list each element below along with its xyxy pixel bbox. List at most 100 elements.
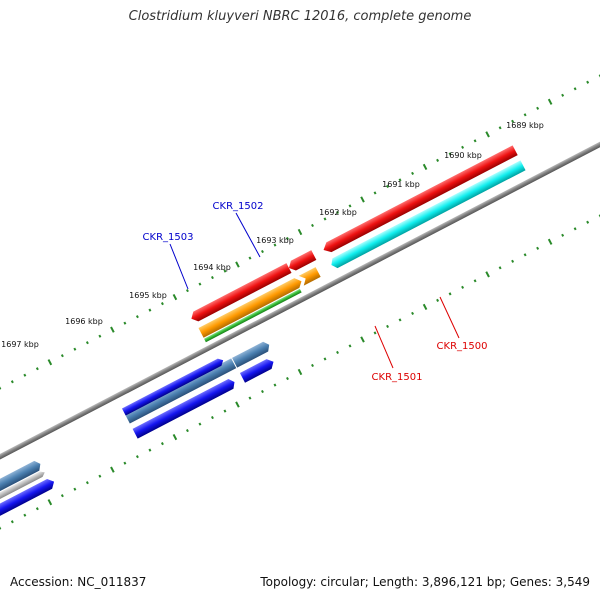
gene-ckr-1500-orange[interactable] — [298, 267, 321, 286]
outer-ruler-minor-tick — [573, 87, 577, 91]
outer-ruler-major-tick — [297, 228, 303, 236]
inner-ruler-minor-tick — [461, 285, 465, 289]
outer-ruler-major-tick — [485, 131, 490, 138]
outer-ruler — [0, 74, 600, 390]
inner-ruler-minor-tick — [573, 227, 577, 231]
outer-ruler-minor-tick — [148, 308, 152, 312]
inner-ruler-major-tick — [47, 499, 53, 506]
gene-ckr-1502-steel[interactable] — [232, 340, 272, 368]
gene-ckr-1500-red[interactable] — [286, 250, 317, 273]
gene-label-ckr-1501: CKR_1501 — [372, 372, 423, 383]
outer-ruler-minor-tick — [523, 113, 527, 117]
genome-summary-text: Topology: circular; Length: 3,896,121 bp… — [260, 575, 590, 589]
inner-ruler-minor-tick — [261, 389, 264, 394]
gene-ckr-1501-green[interactable] — [204, 288, 302, 343]
tick-label-1693: 1693 kbp — [256, 236, 294, 245]
inner-ruler-minor-tick — [135, 455, 139, 459]
inner-ruler-minor-tick — [448, 292, 452, 296]
gene-cyan-right[interactable] — [329, 160, 526, 269]
inner-ruler-minor-tick — [60, 494, 64, 498]
outer-ruler-minor-tick — [23, 373, 27, 377]
genome-track — [0, 113, 600, 537]
inner-ruler-minor-tick — [210, 416, 214, 420]
inner-ruler-major-tick — [547, 238, 553, 245]
outer-ruler-minor-tick — [461, 145, 465, 149]
gene-ckr-1502-blue[interactable] — [239, 357, 276, 383]
outer-ruler-minor-tick — [348, 204, 352, 208]
leader-ckr-1501 — [374, 325, 394, 369]
outer-ruler-major-tick — [110, 326, 115, 333]
inner-ruler-minor-tick — [85, 481, 89, 485]
inner-ruler-minor-tick — [511, 259, 515, 263]
outer-ruler-major-tick — [235, 261, 240, 268]
gene-left-blue[interactable] — [0, 477, 57, 537]
inner-ruler-minor-tick — [311, 363, 314, 368]
inner-ruler-minor-tick — [185, 429, 189, 433]
gene-ckr-1501-orange[interactable] — [198, 276, 303, 338]
outer-ruler-minor-tick — [198, 282, 202, 286]
inner-ruler-major-tick — [360, 336, 365, 343]
outer-ruler-minor-tick — [248, 256, 252, 260]
outer-ruler-minor-tick — [473, 139, 477, 143]
inner-ruler-minor-tick — [160, 442, 164, 446]
outer-ruler-minor-tick — [135, 315, 139, 319]
inner-ruler-minor-tick — [523, 253, 527, 257]
outer-ruler-minor-tick — [386, 184, 390, 188]
gene-left-steel[interactable] — [0, 459, 43, 517]
inner-ruler-minor-tick — [386, 324, 390, 328]
inner-ruler-minor-tick — [336, 350, 339, 355]
accession-text: Accession: NC_011837 — [10, 575, 147, 589]
leader-ckr-1500 — [439, 296, 460, 339]
outer-ruler-minor-tick — [60, 354, 64, 358]
inner-ruler-minor-tick — [323, 357, 327, 361]
outer-ruler-minor-tick — [123, 321, 127, 325]
outer-ruler-minor-tick — [311, 223, 314, 228]
outer-ruler-minor-tick — [398, 178, 402, 182]
outer-ruler-minor-tick — [160, 302, 164, 306]
gene-ckr-1503-steel[interactable] — [124, 358, 237, 424]
gene-red-right[interactable] — [321, 145, 518, 254]
leader-ckr-1502 — [235, 212, 261, 258]
inner-ruler-minor-tick — [561, 233, 565, 237]
outer-ruler-minor-tick — [261, 249, 264, 254]
gene-label-ckr-1503: CKR_1503 — [143, 232, 194, 243]
gene-ckr-1503-blue[interactable] — [132, 377, 237, 439]
gene-ckr-1503-blue-thin[interactable] — [121, 357, 225, 416]
inner-ruler — [0, 214, 600, 530]
tick-label-1692: 1692 kbp — [319, 208, 357, 217]
outer-ruler-minor-tick — [98, 334, 102, 338]
inner-ruler-major-tick — [172, 433, 178, 441]
outer-ruler-minor-tick — [586, 80, 590, 84]
inner-ruler-minor-tick — [286, 376, 289, 381]
tick-label-1694: 1694 kbp — [193, 263, 231, 272]
outer-ruler-minor-tick — [373, 191, 377, 195]
inner-ruler-minor-tick — [23, 513, 27, 517]
tick-label-1696: 1696 kbp — [65, 317, 103, 326]
tick-label-1691: 1691 kbp — [382, 180, 420, 189]
outer-ruler-minor-tick — [536, 106, 540, 110]
outer-ruler-minor-tick — [210, 276, 214, 280]
inner-ruler-minor-tick — [473, 279, 477, 283]
inner-ruler-major-tick — [235, 401, 240, 408]
outer-ruler-minor-tick — [85, 341, 89, 345]
outer-ruler-major-tick — [360, 196, 365, 203]
inner-ruler-minor-tick — [398, 318, 402, 322]
outer-ruler-minor-tick — [286, 236, 289, 241]
outer-ruler-major-tick — [47, 359, 53, 366]
inner-ruler-minor-tick — [148, 448, 152, 452]
gene-label-ckr-1500: CKR_1500 — [437, 341, 488, 352]
inner-ruler-minor-tick — [98, 474, 102, 478]
inner-ruler-minor-tick — [10, 520, 14, 524]
inner-ruler-minor-tick — [73, 487, 77, 491]
outer-ruler-minor-tick — [411, 171, 415, 175]
inner-ruler-minor-tick — [536, 246, 540, 250]
gene-ckr-1501-red[interactable] — [189, 263, 292, 324]
outer-ruler-minor-tick — [436, 158, 440, 162]
outer-ruler-minor-tick — [511, 119, 515, 123]
outer-ruler-minor-tick — [35, 367, 39, 371]
gene-label-ckr-1502: CKR_1502 — [213, 201, 264, 212]
genome-backbone — [0, 113, 600, 497]
gene-left-gray[interactable] — [0, 470, 46, 524]
inner-ruler-major-tick — [485, 271, 490, 278]
